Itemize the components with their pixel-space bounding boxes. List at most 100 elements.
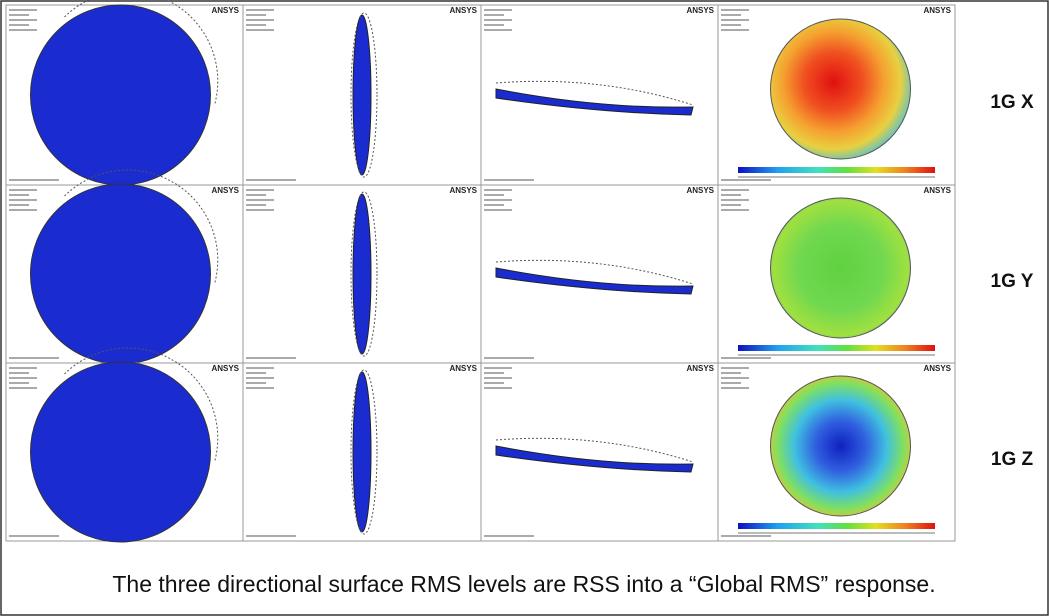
disk-face: [30, 183, 211, 365]
legend-text: [484, 377, 512, 379]
panel-logo: ANSYS: [211, 6, 239, 15]
legend-text: [484, 14, 504, 16]
legend-text: [246, 372, 266, 374]
row-label: 1G X: [990, 92, 1034, 113]
legend-text: [9, 24, 29, 26]
legend-text: [9, 367, 37, 369]
legend-text: [9, 14, 29, 16]
legend-text: [246, 367, 274, 369]
panel: ANSYS: [480, 4, 719, 186]
panel: ANSYS: [717, 362, 956, 542]
deformed-outline: [350, 12, 378, 178]
panel: ANSYS: [480, 184, 719, 364]
legend-text: [721, 199, 749, 201]
legend-text: [246, 382, 266, 384]
panel: ANSYS: [242, 184, 482, 364]
deformed-outline: [64, 169, 219, 285]
legend-text: [721, 209, 749, 211]
legend-text: [9, 189, 37, 191]
row-label: 1G Z: [991, 449, 1034, 470]
panel-logo: ANSYS: [686, 6, 714, 15]
legend-text: [721, 204, 741, 206]
row-label: 1G Y: [991, 271, 1034, 292]
footer-text: [9, 357, 59, 359]
color-bar: [738, 345, 935, 351]
disk-edge: [495, 445, 694, 473]
legend-text: [484, 29, 512, 31]
deformed-outline: [64, 0, 219, 106]
legend-text: [246, 24, 266, 26]
legend-text: [484, 194, 504, 196]
legend-text: [721, 387, 749, 389]
legend-text: [246, 204, 266, 206]
legend-text: [246, 19, 274, 21]
legend-text: [9, 387, 37, 389]
disk-edge: [495, 267, 694, 295]
footer-text: [246, 179, 296, 181]
footer-text: [9, 535, 59, 537]
panel-logo: ANSYS: [449, 364, 477, 373]
legend-text: [9, 209, 37, 211]
legend-text: [246, 377, 274, 379]
contour-plot: [770, 375, 911, 517]
legend-text: [721, 9, 749, 11]
footer-text: [9, 179, 59, 181]
legend-text: [9, 382, 29, 384]
disk-edge: [352, 193, 372, 355]
footer-text: [721, 179, 771, 181]
legend-text: [9, 372, 29, 374]
legend-text: [721, 24, 741, 26]
legend-text: [9, 199, 37, 201]
footer-text: [246, 535, 296, 537]
panel: ANSYS: [242, 4, 482, 186]
panel-logo: ANSYS: [449, 6, 477, 15]
legend-text: [484, 189, 512, 191]
footer-text: [246, 357, 296, 359]
legend-text: [721, 19, 749, 21]
panel: ANSYS: [5, 169, 244, 365]
disk-face: [30, 4, 211, 186]
legend-text: [246, 194, 266, 196]
legend-text: [246, 189, 274, 191]
legend-text: [484, 9, 512, 11]
legend-text: [484, 24, 504, 26]
legend-text: [484, 387, 512, 389]
panel-logo: ANSYS: [923, 6, 951, 15]
footer-text: [721, 357, 771, 359]
legend-text: [721, 29, 749, 31]
contour-plot: [770, 197, 911, 339]
legend-text: [246, 29, 274, 31]
panel-logo: ANSYS: [211, 186, 239, 195]
legend-text: [246, 387, 274, 389]
legend-text: [484, 382, 504, 384]
deformed-outline: [350, 191, 378, 357]
caption: The three directional surface RMS levels…: [112, 571, 935, 597]
panel: ANSYS: [717, 4, 956, 186]
deformed-outline: [350, 369, 378, 535]
footer-text: [484, 535, 534, 537]
panel-logo: ANSYS: [211, 364, 239, 373]
legend-text: [9, 377, 37, 379]
deformed-outline: [64, 347, 219, 463]
legend-text: [9, 204, 29, 206]
legend-text: [484, 19, 512, 21]
panel-logo: ANSYS: [923, 186, 951, 195]
panel-logo: ANSYS: [923, 364, 951, 373]
panel-logo: ANSYS: [686, 186, 714, 195]
legend-text: [484, 204, 504, 206]
legend-text: [246, 9, 274, 11]
disk-face: [30, 361, 211, 543]
legend-text: [721, 14, 741, 16]
footer-text: [721, 535, 771, 537]
legend-text: [484, 372, 504, 374]
deformed-outline: [495, 259, 694, 285]
legend-text: [9, 194, 29, 196]
legend-text: [246, 199, 274, 201]
disk-edge: [352, 371, 372, 533]
panel: ANSYS: [5, 0, 244, 186]
legend-text: [721, 189, 749, 191]
deformed-outline: [495, 437, 694, 463]
